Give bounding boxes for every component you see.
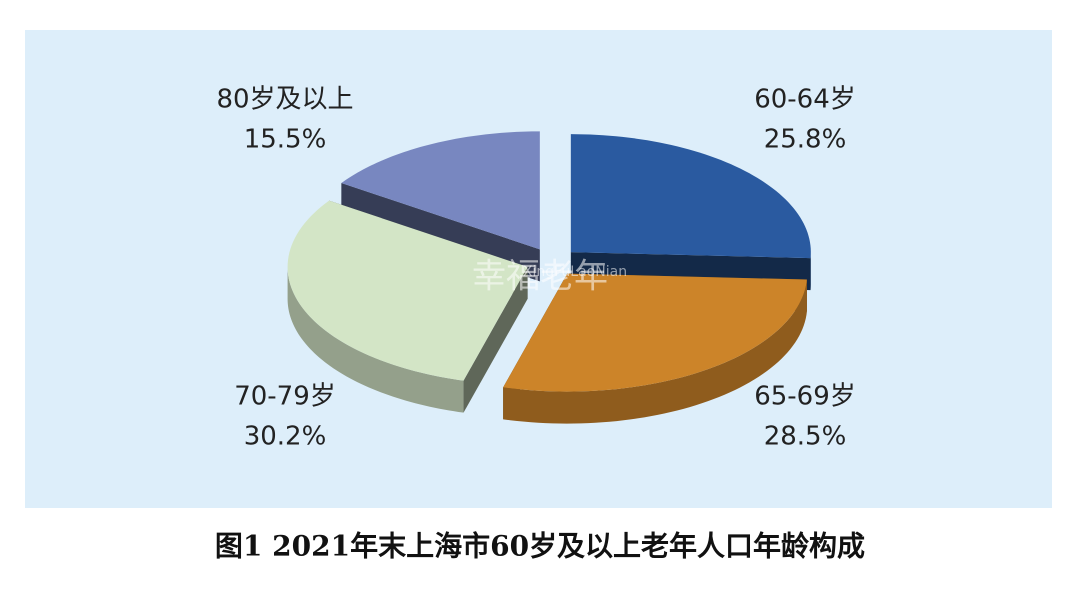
value-label: 15.5% xyxy=(244,125,327,155)
watermark-latin: XingFuLaoNian xyxy=(523,264,627,280)
chart-title: 图1 2021年末上海市60岁及以上老年人口年龄构成 xyxy=(215,530,865,563)
value-label: 30.2% xyxy=(244,422,327,452)
slice-label: 60-64岁 xyxy=(754,85,856,115)
slice-label: 65-69岁 xyxy=(754,382,856,412)
value-label: 25.8% xyxy=(764,125,847,155)
slice-label: 70-79岁 xyxy=(234,382,336,412)
value-label: 28.5% xyxy=(764,422,847,452)
slice-label: 80岁及以上 xyxy=(216,85,353,115)
